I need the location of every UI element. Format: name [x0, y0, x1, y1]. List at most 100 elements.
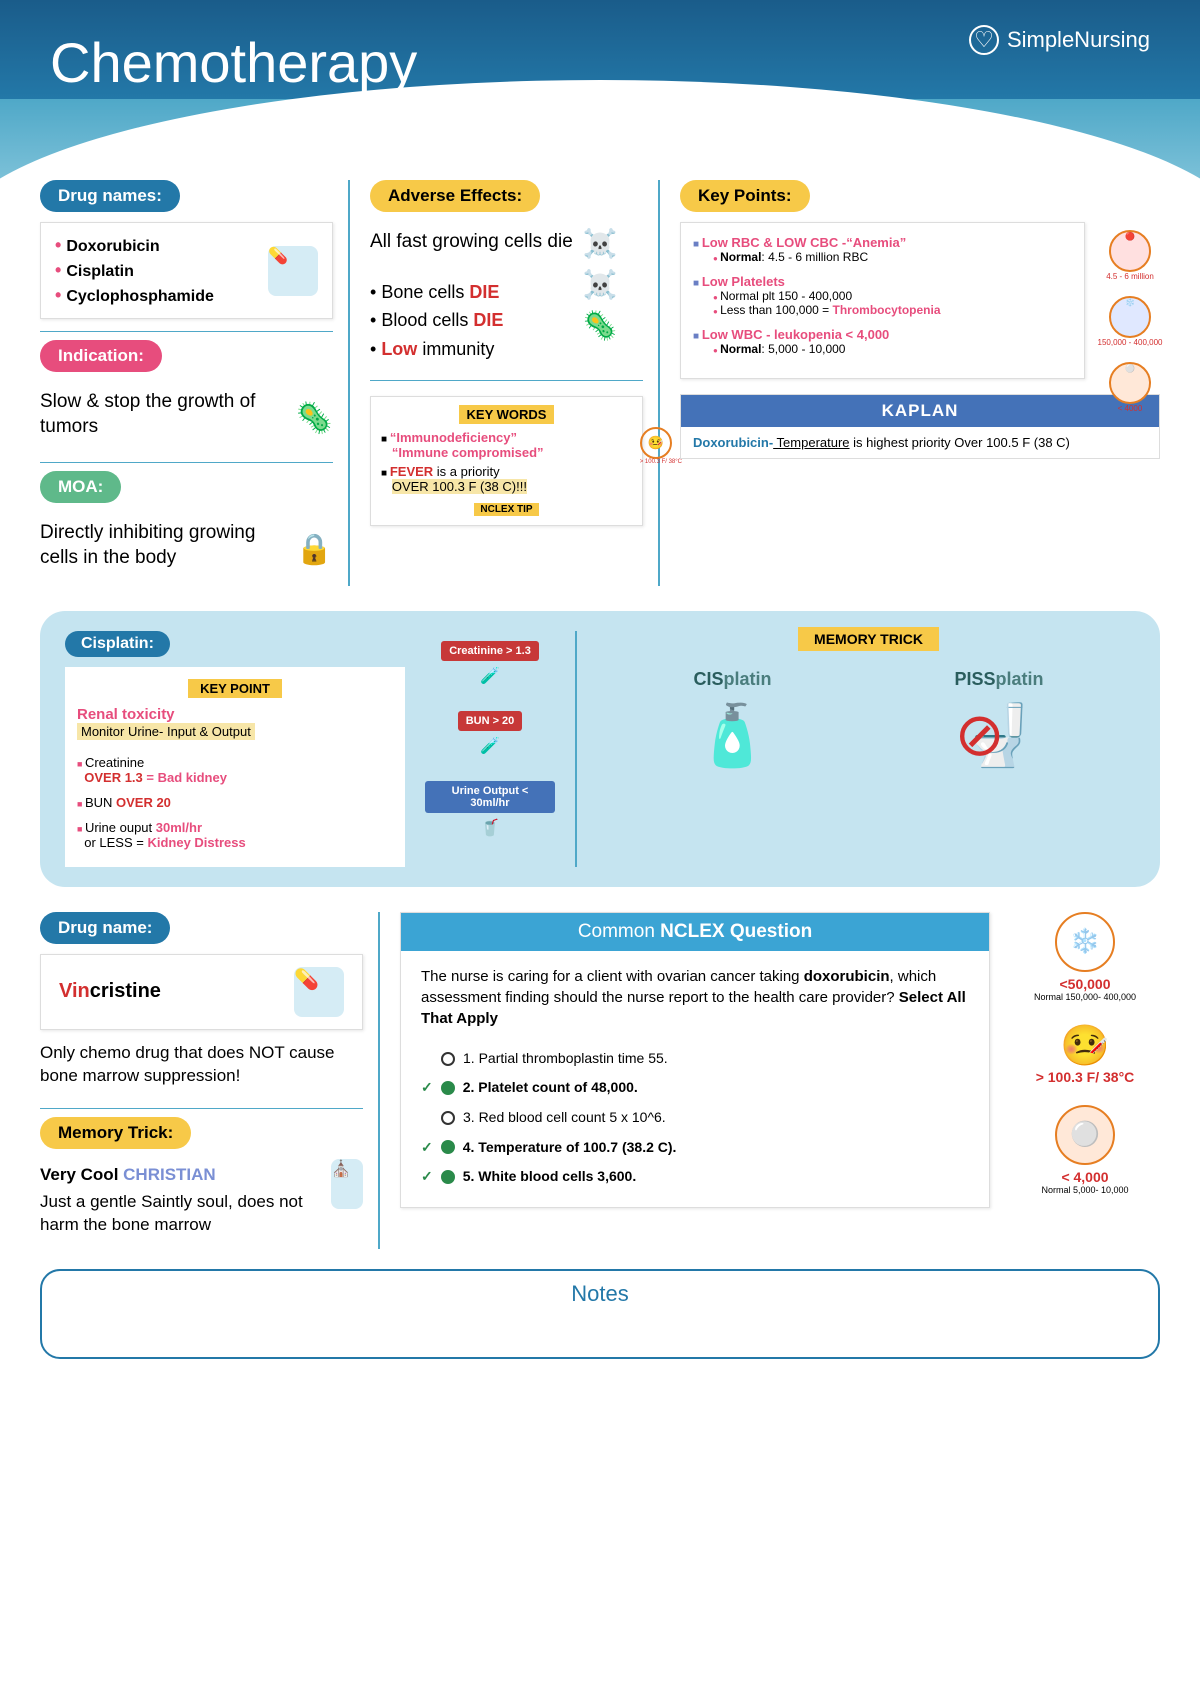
adverse-content: All fast growing cells die • Bone cells …	[370, 222, 573, 372]
adverse-intro: All fast growing cells die	[370, 222, 573, 270]
lab-urine: Urine Output < 30ml/hr🥤	[425, 781, 555, 838]
trick-head-blue: CHRISTIAN	[123, 1165, 216, 1184]
mem-suf: platin	[724, 669, 772, 689]
kaplan-head: KAPLAN	[681, 395, 1159, 427]
divider	[370, 380, 643, 381]
kp-sub: Less than 100,000 = Thrombocytopenia	[693, 303, 1072, 317]
vincristine-desc: Only chemo drug that does NOT cause bone…	[40, 1030, 363, 1100]
adverse-icons: ☠️ ☠️ 🦠	[583, 222, 618, 372]
radio-mark	[441, 1111, 455, 1125]
vin-black: cristine	[90, 980, 161, 1002]
saint-icon: ⛪	[331, 1159, 363, 1209]
skull-icon: ☠️	[583, 268, 618, 301]
nclex-option[interactable]: 1. Partial thromboplastin time 55.	[421, 1044, 969, 1074]
mem-strong: CIS	[693, 669, 723, 689]
nclex-options: 1. Partial thromboplastin time 55. 2. Pla…	[421, 1044, 969, 1192]
wbc-icon: ⚪< 4000	[1095, 362, 1165, 413]
kp-head: Low Platelets	[693, 274, 1072, 289]
lab-label: BUN > 20	[458, 711, 523, 731]
kaplan-underline: Temperature	[773, 435, 849, 450]
cisplatin-h: Renal toxicity	[77, 706, 393, 723]
platelet-badge: ❄️ <50,000 Normal 150,000- 400,000	[1010, 912, 1160, 1002]
cisplatin-item: Urine ouput 30ml/hr or LESS = Kidney Dis…	[77, 815, 393, 855]
notes-box[interactable]: Notes	[40, 1269, 1160, 1359]
drug-list: Doxorubicin Cisplatin Cyclophosphamide	[55, 233, 214, 308]
radio-mark	[441, 1081, 455, 1095]
fever-icon: 🤒	[640, 427, 672, 459]
badge-val: < 4,000	[1010, 1169, 1160, 1185]
drug-item: Doxorubicin	[55, 233, 214, 258]
drug-item: Cisplatin	[55, 258, 214, 283]
q-bold: doxorubicin	[804, 968, 890, 985]
vincristine-col: Drug name: Vincristine 💊 Only chemo drug…	[40, 912, 380, 1249]
lab-label: Urine Output < 30ml/hr	[425, 781, 555, 813]
cisplatin-panel: Cisplatin: KEY POINT Renal toxicity Moni…	[40, 611, 1160, 887]
side-label: 4.5 - 6 million	[1095, 272, 1165, 281]
option-text: 3. Red blood cell count 5 x 10^6.	[463, 1108, 666, 1128]
fever-label: > 100.3 F/ 38°C	[640, 459, 682, 465]
ci-d: or LESS =	[84, 835, 147, 850]
kw-text: is a priority	[433, 464, 499, 479]
keypoints-card: Low RBC & LOW CBC -“Anemia” Normal: Norm…	[680, 222, 1085, 379]
kaplan-body: Doxorubicin- Temperature is highest prio…	[681, 427, 1159, 458]
kaplan-box: KAPLAN Doxorubicin- Temperature is highe…	[680, 394, 1160, 459]
heart-icon: ♡	[969, 25, 999, 55]
kw-pink: “Immune compromised”	[392, 445, 544, 460]
side-badges: ❄️ <50,000 Normal 150,000- 400,000 🤒 > 1…	[1010, 912, 1160, 1249]
nclex-option[interactable]: 5. White blood cells 3,600.	[421, 1162, 969, 1192]
nclex-question: The nurse is caring for a client with ov…	[421, 966, 969, 1029]
memory-row: CISplatin 🧴 PISSplatin 🚽⊘	[602, 669, 1135, 771]
lab-creatinine: Creatinine > 1.3🧪	[425, 641, 555, 686]
kw-hl: OVER 100.3 F (38 C)!!!	[392, 479, 527, 494]
adverse-pre: Bone cells	[381, 282, 469, 302]
col-right: Key Points: Low RBC & LOW CBC -“Anemia” …	[680, 180, 1160, 586]
nclex-option[interactable]: 2. Platelet count of 48,000.	[421, 1073, 969, 1103]
ci-a: Urine ouput	[85, 820, 156, 835]
indication-text: Slow & stop the growth of tumors	[40, 382, 286, 454]
monitor-text: Monitor Urine- Input & Output	[77, 723, 255, 740]
pill-keypoints: Key Points:	[680, 180, 810, 212]
kp-item: Low RBC & LOW CBC -“Anemia” Normal: Norm…	[693, 235, 1072, 264]
header-wave: Chemotherapy ♡ SimpleNursing	[0, 0, 1200, 180]
nclex-body: The nurse is caring for a client with ov…	[401, 951, 989, 1207]
ci-b: 30ml/hr	[156, 820, 202, 835]
mem-suf: platin	[996, 669, 1044, 689]
keyword-box: KEY WORDS “Immunodeficiency” “Immune com…	[370, 396, 643, 526]
adverse-item: • Low immunity	[370, 335, 573, 364]
nclex-tip-badge: NCLEX TIP	[474, 503, 538, 516]
virus-icon: 🦠	[583, 309, 618, 342]
pill-moa: MOA:	[40, 471, 121, 503]
memory-badge: MEMORY TRICK	[798, 627, 939, 651]
vin-trick-text: Very Cool CHRISTIAN Just a gentle Saintl…	[40, 1159, 321, 1249]
ci-a: Creatinine	[85, 755, 144, 770]
option-text: 1. Partial thromboplastin time 55.	[463, 1049, 668, 1069]
ci-c: = Bad kidney	[143, 770, 227, 785]
nclex-option[interactable]: 3. Red blood cell count 5 x 10^6.	[421, 1103, 969, 1133]
mem-strong: PISS	[954, 669, 995, 689]
bottom-grid: Drug name: Vincristine 💊 Only chemo drug…	[40, 912, 1160, 1249]
kp-side-icons: 🔴4.5 - 6 million ❄️150,000 - 400,000 ⚪< …	[1095, 230, 1165, 428]
pill-memory-trick: Memory Trick:	[40, 1117, 191, 1149]
vials-icon: 💊	[268, 246, 318, 296]
platelet-icon: ❄️150,000 - 400,000	[1095, 296, 1165, 347]
option-text: 4. Temperature of 100.7 (38.2 C).	[463, 1138, 677, 1158]
keyword-list: “Immunodeficiency” “Immune compromised” …	[381, 428, 632, 496]
drug-names-card: Doxorubicin Cisplatin Cyclophosphamide 💊	[40, 222, 333, 319]
cisplatin-labs: Creatinine > 1.3🧪 BUN > 20🧪 Urine Output…	[425, 631, 555, 867]
nclex-option[interactable]: 4. Temperature of 100.7 (38.2 C).	[421, 1133, 969, 1163]
pill-cisplatin: Cisplatin:	[65, 631, 170, 657]
adverse-post: immunity	[417, 339, 494, 359]
fever-person-icon: 🤒	[1010, 1022, 1160, 1069]
adverse-em: Low	[381, 339, 417, 359]
vincristine-card: Vincristine 💊	[40, 954, 363, 1030]
kp-item: Low Platelets Normal plt 150 - 400,000 L…	[693, 274, 1072, 317]
cisplatin-memory: MEMORY TRICK CISplatin 🧴 PISSplatin 🚽⊘	[575, 631, 1135, 867]
page: Chemotherapy ♡ SimpleNursing Drug names:…	[0, 0, 1200, 1389]
vin-red: Vin	[59, 980, 90, 1002]
badge-norm: Normal 150,000- 400,000	[1010, 992, 1160, 1002]
keyword-item: “Immunodeficiency” “Immune compromised”	[381, 428, 632, 462]
fever-icon-wrap: 🤒 > 100.3 F/ 38°C	[640, 427, 682, 465]
trick-head: Very Cool	[40, 1165, 123, 1184]
keyword-item: FEVER is a priority OVER 100.3 F (38 C)!…	[381, 462, 632, 496]
rbc-icon: 🔴4.5 - 6 million	[1095, 230, 1165, 281]
